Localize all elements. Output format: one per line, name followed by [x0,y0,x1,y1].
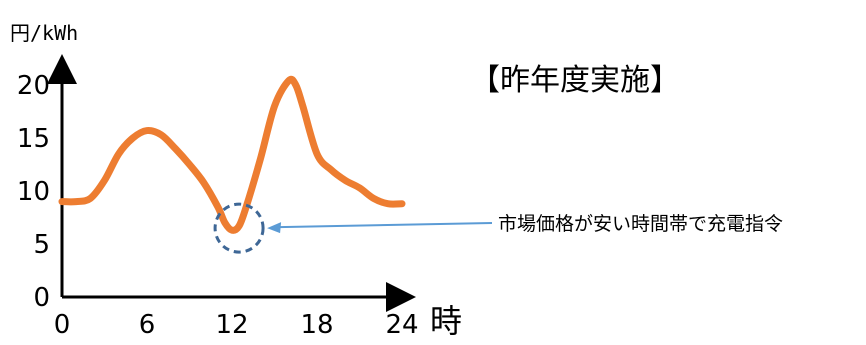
y-tick-label: 15 [17,124,50,154]
x-tick-label: 18 [300,310,333,340]
y-tick-label: 20 [17,71,50,101]
x-tick-label: 6 [139,310,156,340]
x-tick-label: 12 [215,310,248,340]
y-tick-label: 5 [33,230,50,260]
price-line-series [58,75,406,234]
annotation-arrow-head [267,222,282,234]
y-tick-label: 10 [17,177,50,207]
series-layer [58,75,406,234]
annotation-text: 市場価格が安い時間帯で充電指令 [498,213,783,235]
y-tick-label: 0 [33,283,50,313]
annotation-arrow [279,222,493,229]
y-axis-unit-label: 円/kWh [10,21,78,45]
y-tick-labels: 0 5 10 15 20 [17,71,50,313]
x-tick-labels: 0 6 12 18 24 [54,310,419,340]
x-axis-unit-label: 時 [430,302,462,340]
low-price-highlight-circle [213,202,265,254]
chart-title: 【昨年度実施】 [470,63,680,98]
x-tick-label: 0 [54,310,71,340]
x-tick-label: 24 [385,310,418,340]
